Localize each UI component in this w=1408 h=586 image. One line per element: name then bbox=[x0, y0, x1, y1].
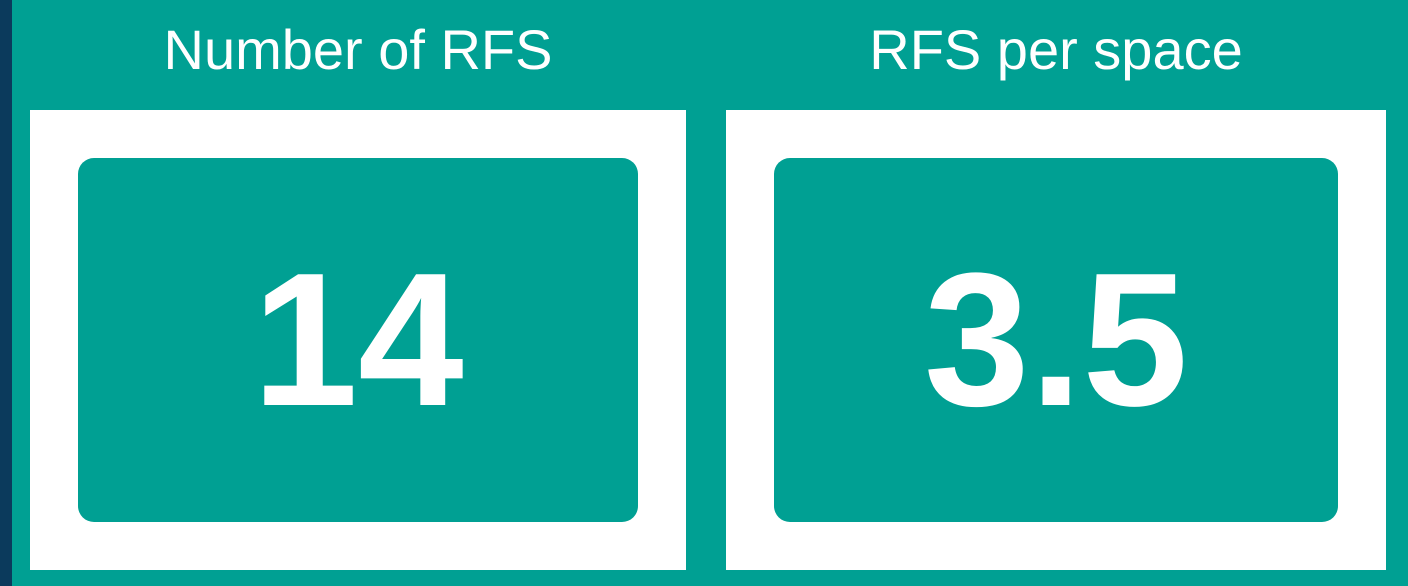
card-title: RFS per space bbox=[869, 18, 1243, 81]
card-frame: 14 bbox=[30, 110, 686, 570]
card-tile: 14 bbox=[78, 158, 638, 522]
side-strip bbox=[0, 0, 12, 586]
kpi-value: 14 bbox=[252, 234, 464, 446]
card-title: Number of RFS bbox=[163, 18, 553, 81]
card-tile: 3.5 bbox=[774, 158, 1338, 522]
kpi-value: 3.5 bbox=[923, 234, 1189, 446]
card-frame: 3.5 bbox=[726, 110, 1386, 570]
